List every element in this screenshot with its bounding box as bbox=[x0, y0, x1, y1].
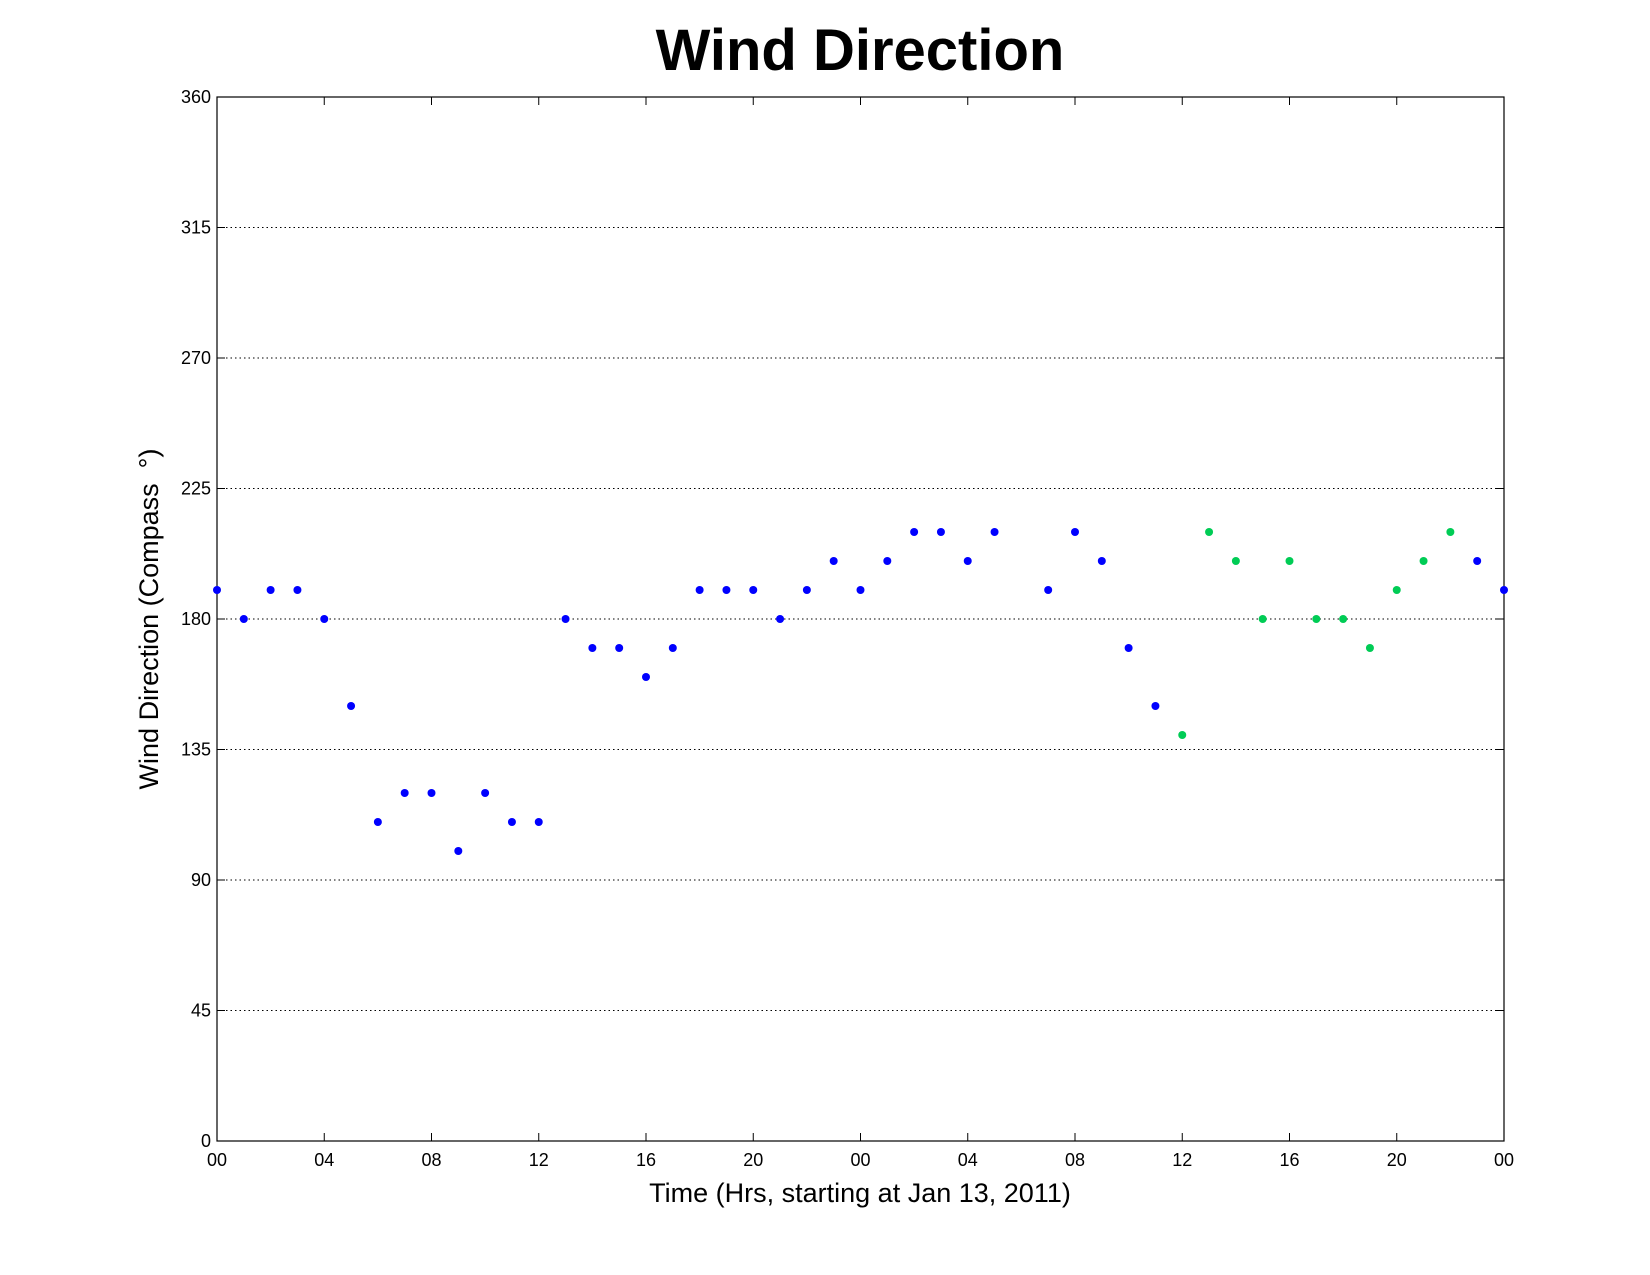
x-tick-label: 16 bbox=[636, 1150, 656, 1170]
chart-title: Wind Direction bbox=[656, 18, 1065, 83]
data-point bbox=[427, 789, 436, 797]
y-tick-label: 135 bbox=[181, 740, 211, 760]
data-point bbox=[1392, 586, 1401, 594]
data-point bbox=[266, 586, 275, 594]
data-point bbox=[936, 528, 945, 536]
data-point bbox=[1071, 528, 1079, 536]
plot-frame bbox=[216, 96, 1505, 1142]
data-point bbox=[856, 586, 865, 594]
x-axis-label: Time (Hrs, starting at Jan 13, 2011) bbox=[649, 1178, 1071, 1208]
data-points bbox=[213, 528, 1508, 855]
grid-lines bbox=[217, 227, 1504, 1011]
data-point bbox=[695, 586, 704, 594]
x-tick-label: 04 bbox=[958, 1150, 978, 1170]
data-point bbox=[373, 818, 382, 826]
data-point bbox=[963, 557, 972, 565]
data-point bbox=[1097, 557, 1106, 565]
data-point bbox=[802, 586, 811, 594]
x-tick-label: 20 bbox=[743, 1150, 763, 1170]
data-point bbox=[1473, 557, 1482, 565]
data-point bbox=[1151, 702, 1160, 710]
data-point bbox=[1500, 586, 1508, 594]
data-point bbox=[1258, 615, 1267, 623]
data-point bbox=[1044, 586, 1053, 594]
data-point bbox=[293, 586, 302, 594]
data-point bbox=[1178, 731, 1187, 739]
y-tick-labels: 0 45 90 135 180 225 270 315 360 bbox=[181, 87, 211, 1151]
y-axis-label: Wind Direction (Compass °) bbox=[134, 449, 164, 790]
data-point bbox=[320, 615, 329, 623]
data-point bbox=[1231, 557, 1240, 565]
data-point bbox=[668, 644, 677, 652]
data-point bbox=[1419, 557, 1428, 565]
data-point bbox=[615, 644, 624, 652]
data-point bbox=[1339, 615, 1348, 623]
x-tick-label: 08 bbox=[1065, 1150, 1085, 1170]
data-point bbox=[776, 615, 785, 623]
data-point bbox=[347, 702, 356, 710]
data-point bbox=[588, 644, 597, 652]
data-point bbox=[1285, 557, 1294, 565]
data-point bbox=[722, 586, 731, 594]
data-point bbox=[749, 586, 758, 594]
y-tick-label: 45 bbox=[191, 1001, 211, 1021]
data-point bbox=[239, 615, 248, 623]
y-tick-label: 0 bbox=[201, 1131, 211, 1151]
data-point bbox=[454, 847, 463, 855]
y-tick-label: 270 bbox=[181, 348, 211, 368]
data-point bbox=[400, 789, 409, 797]
y-tick-label: 225 bbox=[181, 479, 211, 499]
data-point bbox=[1124, 644, 1133, 652]
data-point bbox=[642, 673, 650, 681]
data-point bbox=[1205, 528, 1214, 536]
y-tick-label: 90 bbox=[191, 870, 211, 890]
data-point bbox=[1365, 644, 1374, 652]
x-tick-label: 04 bbox=[314, 1150, 334, 1170]
x-tick-label: 08 bbox=[421, 1150, 441, 1170]
data-point bbox=[829, 557, 838, 565]
x-tick-label: 20 bbox=[1387, 1150, 1407, 1170]
x-tick-label: 00 bbox=[850, 1150, 870, 1170]
data-point bbox=[990, 528, 999, 536]
data-point bbox=[910, 528, 919, 536]
y-tick-label: 360 bbox=[181, 87, 211, 107]
data-point bbox=[481, 789, 490, 797]
x-tick-labels: 00 04 08 12 16 20 00 04 08 12 16 20 00 bbox=[207, 1150, 1514, 1170]
data-point bbox=[561, 615, 570, 623]
data-point bbox=[213, 586, 221, 594]
data-point bbox=[883, 557, 892, 565]
data-point bbox=[1446, 528, 1455, 536]
x-tick-label: 12 bbox=[529, 1150, 549, 1170]
x-tick-label: 00 bbox=[1494, 1150, 1514, 1170]
x-tick-label: 16 bbox=[1279, 1150, 1299, 1170]
data-point bbox=[1312, 615, 1321, 623]
y-tick-label: 315 bbox=[181, 218, 211, 238]
y-tick-label: 180 bbox=[181, 609, 211, 629]
data-point bbox=[534, 818, 543, 826]
x-tick-label: 12 bbox=[1172, 1150, 1192, 1170]
data-point bbox=[507, 818, 516, 826]
x-tick-label: 00 bbox=[207, 1150, 227, 1170]
